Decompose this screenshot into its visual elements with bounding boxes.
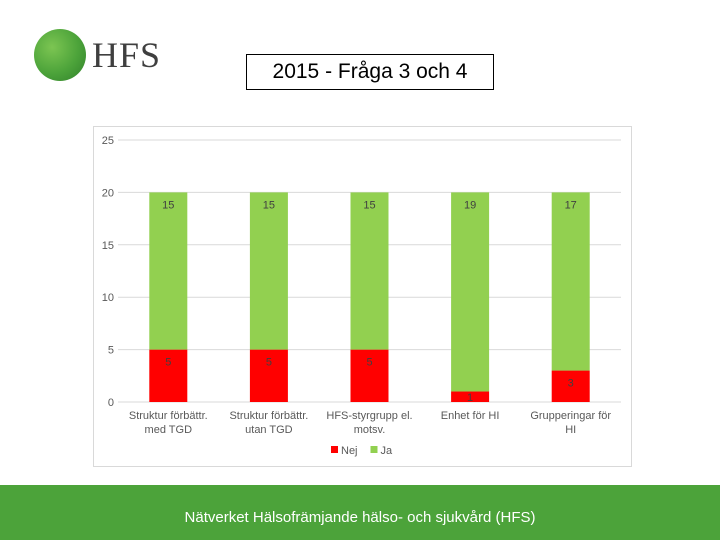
y-tick-label: 5 <box>108 345 114 357</box>
bar-ja <box>451 192 490 392</box>
logo-circle-icon <box>34 29 86 81</box>
y-tick-label: 0 <box>108 397 114 409</box>
data-label: 17 <box>565 199 577 211</box>
legend-label: Nej <box>341 445 358 457</box>
x-tick-label: Struktur förbättr. <box>229 410 308 422</box>
data-label: 3 <box>568 378 574 390</box>
y-tick-label: 20 <box>102 187 114 199</box>
bar-nej <box>249 349 288 402</box>
x-tick-label: Struktur förbättr. <box>129 410 208 422</box>
y-tick-label: 25 <box>102 135 114 147</box>
bar-nej <box>149 349 188 402</box>
y-tick-label: 10 <box>102 292 114 304</box>
footer-bar: Nätverket Hälsofrämjande hälso- och sjuk… <box>0 485 720 540</box>
slide-title: 2015 - Fråga 3 och 4 <box>246 54 494 90</box>
bar-nej <box>350 349 389 402</box>
x-tick-label: Enhet för HI <box>441 410 500 422</box>
data-label: 15 <box>162 199 174 211</box>
y-tick-label: 15 <box>102 240 114 252</box>
x-tick-label: med TGD <box>145 424 193 436</box>
data-label: 5 <box>266 357 272 369</box>
footer-text: Nätverket Hälsofrämjande hälso- och sjuk… <box>184 509 536 526</box>
x-tick-label: HI <box>565 424 576 436</box>
data-label: 15 <box>363 199 375 211</box>
bar-nej <box>451 391 490 402</box>
bar-ja <box>551 192 590 371</box>
bar-nej <box>551 370 590 402</box>
data-label: 5 <box>366 357 372 369</box>
data-label: 5 <box>165 357 171 369</box>
bar-ja <box>249 192 288 350</box>
bar-ja <box>149 192 188 350</box>
data-label: 1 <box>467 392 473 404</box>
legend-label: Ja <box>381 445 394 457</box>
hfs-logo: HFS <box>34 28 161 82</box>
data-label: 19 <box>464 199 476 211</box>
logo-text: HFS <box>92 35 162 75</box>
x-tick-label: utan TGD <box>245 424 293 436</box>
x-tick-label: Grupperingar för <box>530 410 611 422</box>
legend-swatch-ja <box>370 446 378 453</box>
bar-ja <box>350 192 389 350</box>
x-tick-label: HFS-styrgrupp el. <box>326 410 412 422</box>
x-tick-label: motsv. <box>354 424 386 436</box>
data-label: 15 <box>263 199 275 211</box>
chart-frame: 0 5 10 15 20 25 5 15 Struktur förbättr. med TGD 5 1… <box>93 126 632 467</box>
legend-swatch-nej <box>331 446 338 453</box>
